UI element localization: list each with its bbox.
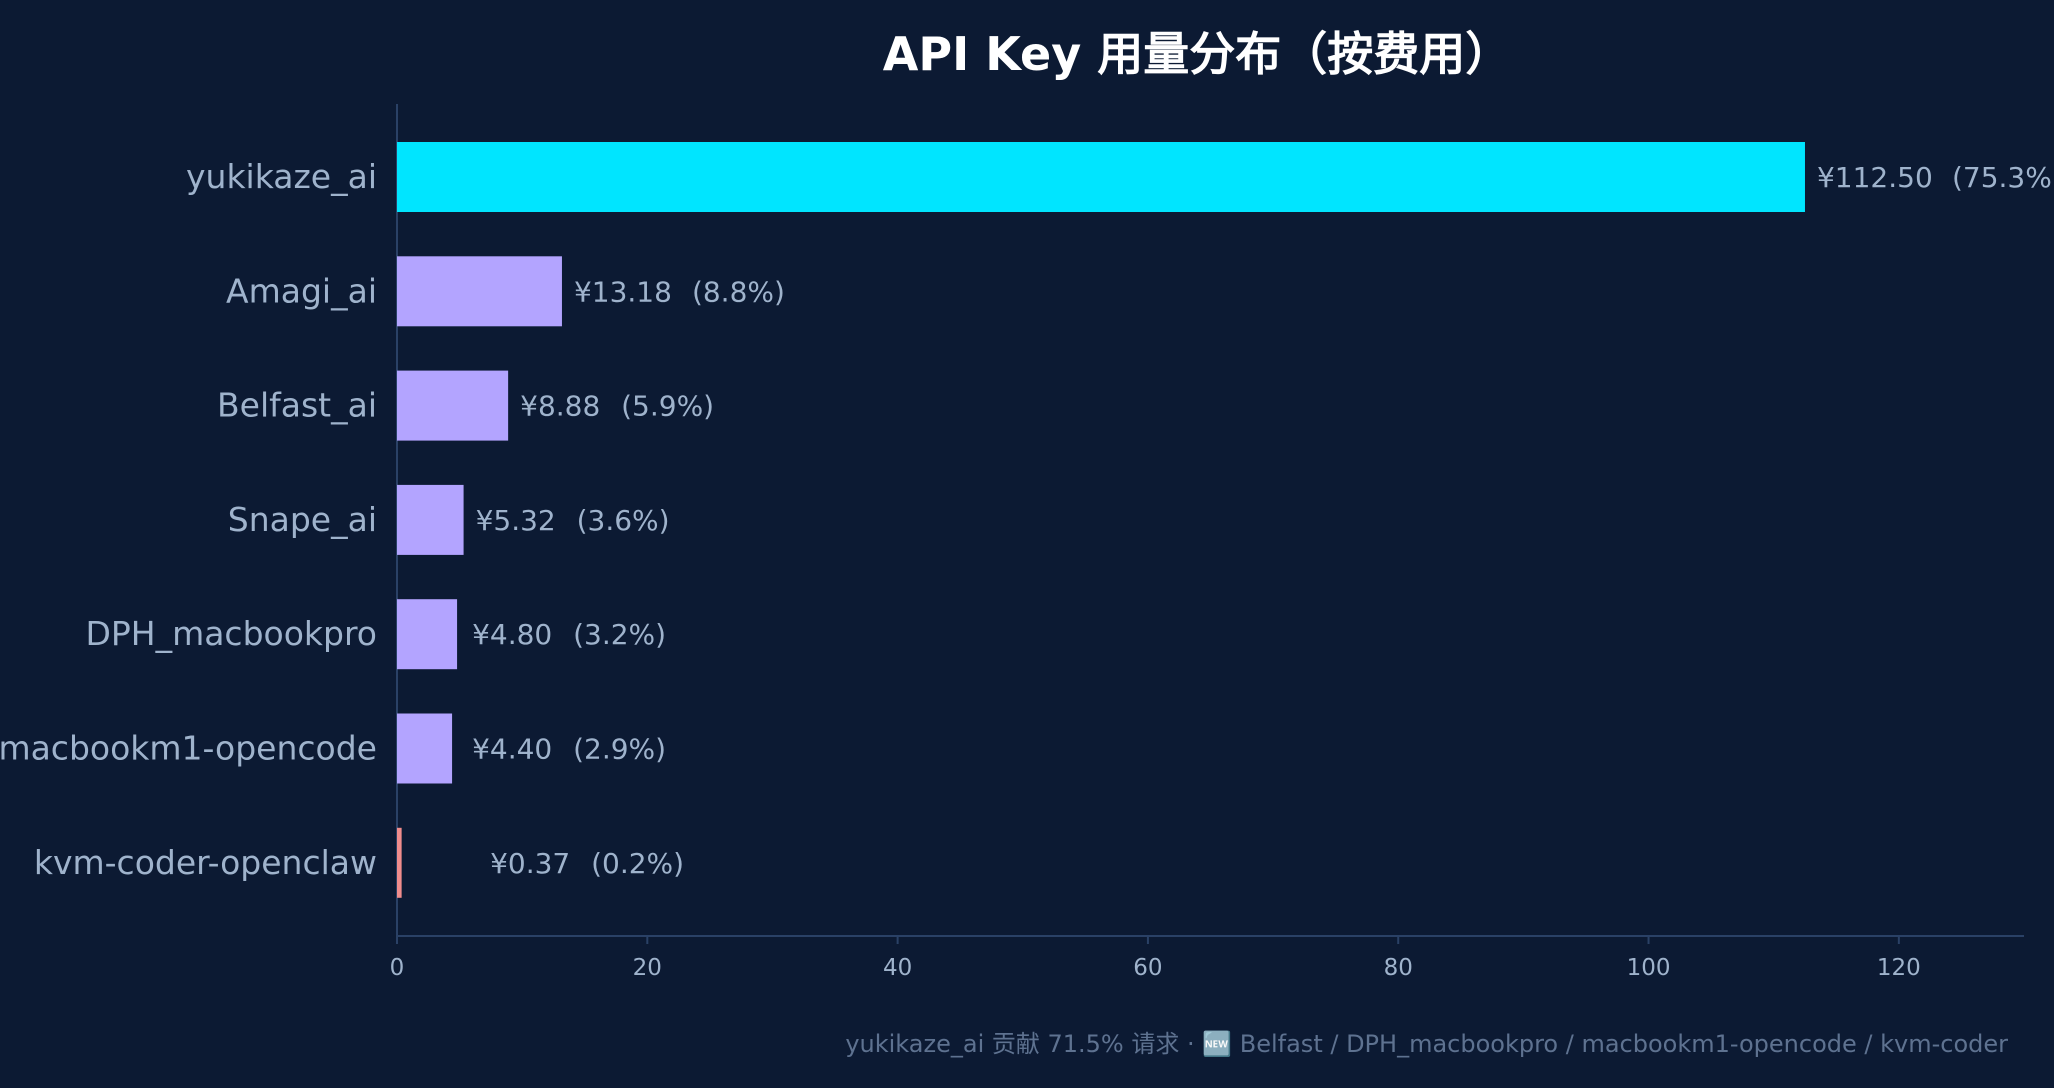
category-label: DPH_macbookpro — [85, 614, 377, 653]
chart-title: API Key 用量分布（按费用） — [883, 27, 1511, 81]
category-label: Belfast_ai — [217, 386, 377, 425]
percent-label: (2.9%) — [573, 733, 666, 766]
bar-Snape_ai — [397, 484, 464, 555]
x-tick-label: 120 — [1877, 955, 1921, 981]
value-label: ¥5.32 — [476, 504, 556, 537]
labels-group: yukikaze_ai ¥112.50 (75.3%) Amagi_ai ¥13.18 (… — [0, 157, 2054, 882]
category-label: Snape_ai — [228, 500, 377, 539]
value-label: ¥4.80 — [472, 618, 552, 651]
x-tick-label: 100 — [1627, 955, 1671, 981]
category-label: kvm-coder-openclaw — [34, 843, 377, 882]
x-tick-label: 0 — [390, 955, 405, 981]
bars-group — [397, 142, 1805, 898]
value-label: ¥4.40 — [472, 733, 552, 766]
value-label: ¥112.50 — [1817, 161, 1933, 194]
category-label: yukikaze_ai — [186, 157, 377, 196]
bar-yukikaze_ai — [397, 142, 1805, 212]
x-ticks-group: 0 20 40 60 80 100 120 — [390, 936, 1921, 981]
x-tick-label: 60 — [1133, 955, 1162, 981]
x-tick-label: 20 — [633, 955, 662, 981]
value-label: ¥0.37 — [490, 847, 570, 880]
chart-footnote: yukikaze_ai 贡献 71.5% 请求 · 🆕 Belfast / DP… — [845, 1030, 2008, 1058]
bar-kvm-coder-openclaw — [397, 827, 402, 898]
value-label: ¥13.18 — [574, 275, 672, 308]
value-label: ¥8.88 — [520, 390, 600, 423]
category-label: macbookm1-opencode — [0, 729, 377, 768]
percent-label: (5.9%) — [621, 390, 714, 423]
bar-DPH_macbookpro — [397, 599, 458, 670]
percent-label: (0.2%) — [591, 847, 684, 880]
bar-macbookm1-opencode — [397, 713, 453, 784]
percent-label: (8.8%) — [692, 275, 785, 308]
x-tick-label: 80 — [1384, 955, 1413, 981]
percent-label: (75.3%) — [1952, 161, 2054, 194]
bar-Belfast_ai — [397, 370, 509, 441]
x-tick-label: 40 — [883, 955, 912, 981]
percent-label: (3.2%) — [573, 618, 666, 651]
percent-label: (3.6%) — [577, 504, 670, 537]
category-label: Amagi_ai — [226, 271, 377, 310]
bar-Amagi_ai — [397, 256, 562, 327]
